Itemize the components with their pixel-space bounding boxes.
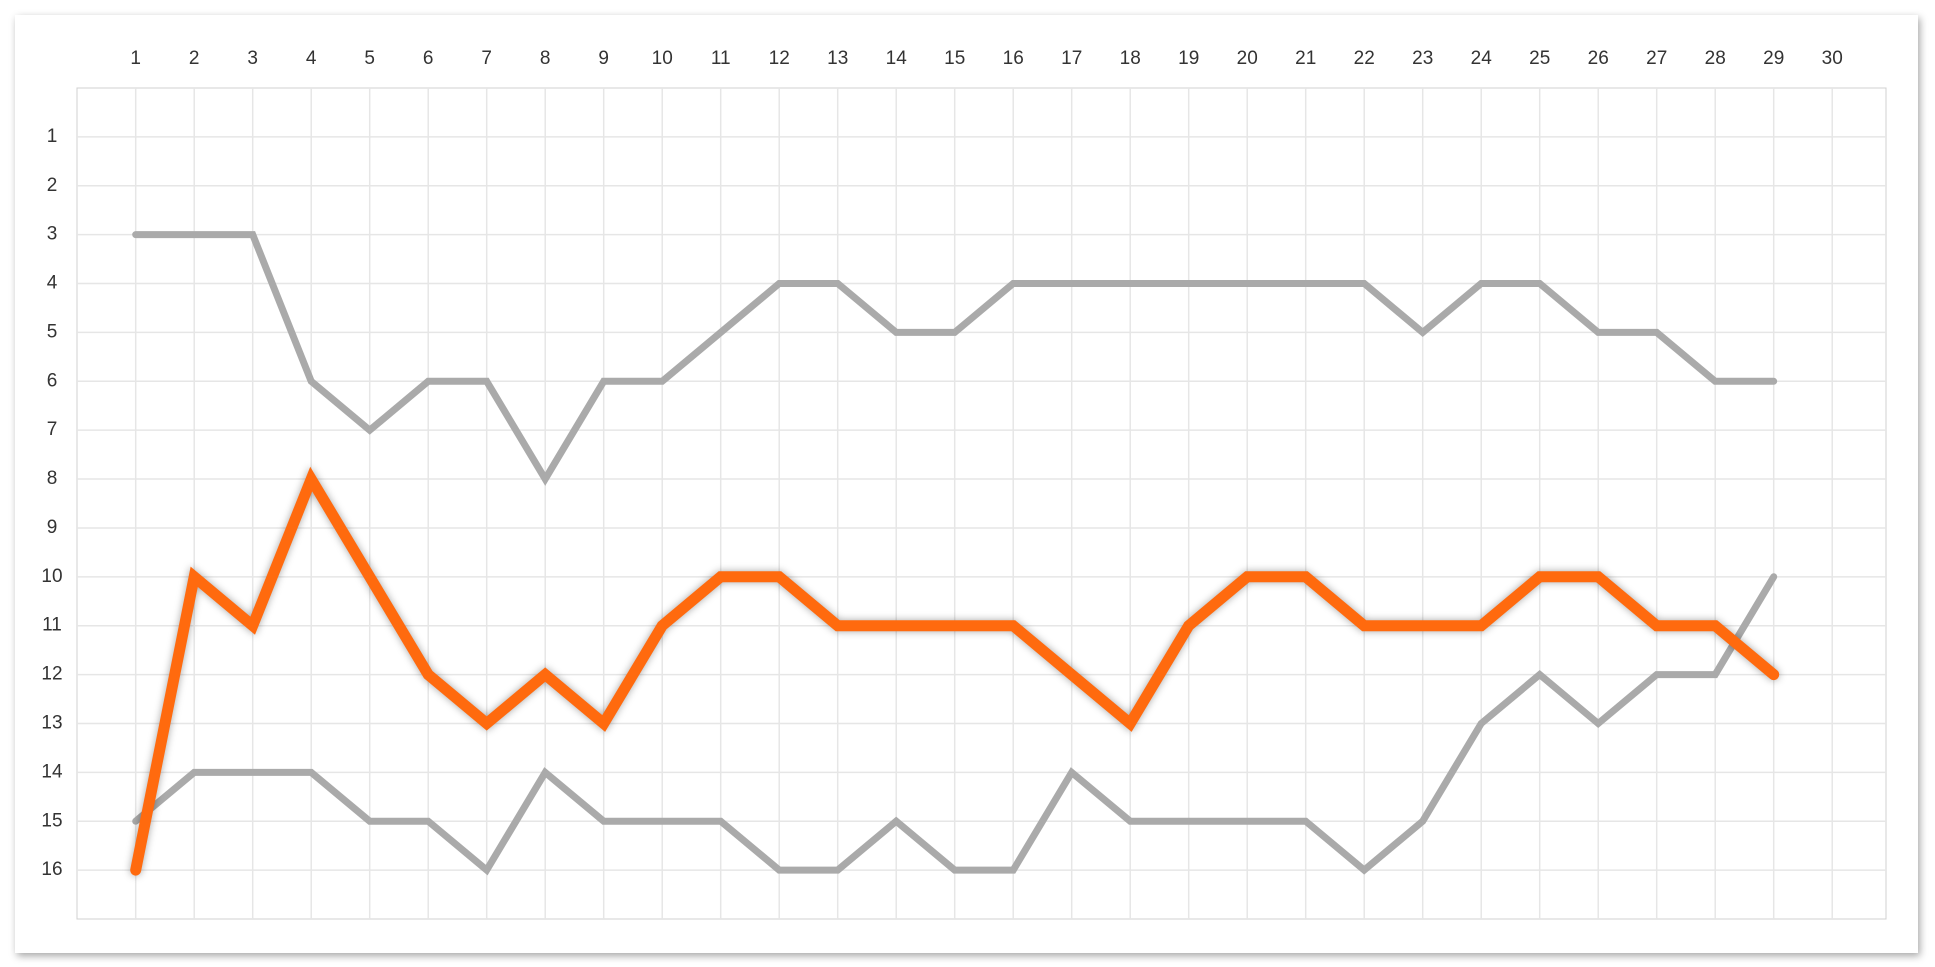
x-tick-label: 16	[1003, 48, 1024, 69]
y-tick-label: 4	[47, 273, 58, 294]
y-tick-label: 16	[41, 859, 62, 880]
x-tick-label: 12	[769, 48, 790, 69]
x-tick-label: 26	[1588, 48, 1609, 69]
x-tick-label: 30	[1822, 48, 1843, 69]
x-tick-label: 15	[944, 48, 965, 69]
y-tick-label: 12	[41, 664, 62, 685]
x-tick-label: 22	[1354, 48, 1375, 69]
plot-area	[76, 87, 1887, 920]
y-tick-label: 13	[41, 712, 62, 733]
y-tick-label: 7	[47, 419, 58, 440]
x-tick-label: 27	[1646, 48, 1667, 69]
x-tick-label: 11	[711, 48, 731, 69]
x-tick-label: 19	[1178, 48, 1199, 69]
x-tick-label: 29	[1763, 48, 1784, 69]
y-tick-label: 9	[47, 517, 58, 538]
y-tick-label: 15	[41, 810, 62, 831]
x-tick-label: 5	[364, 48, 375, 69]
x-tick-label: 8	[540, 48, 551, 69]
y-tick-label: 5	[47, 321, 58, 342]
x-tick-label: 4	[306, 48, 317, 69]
x-tick-label: 24	[1471, 48, 1493, 69]
x-tick-label: 21	[1295, 48, 1316, 69]
x-tick-label: 23	[1412, 48, 1433, 69]
x-tick-label: 9	[598, 48, 609, 69]
x-tick-label: 28	[1705, 48, 1726, 69]
x-tick-label: 1	[130, 48, 141, 69]
y-tick-label: 10	[41, 566, 62, 587]
y-tick-label: 3	[47, 224, 58, 245]
x-tick-label: 7	[481, 48, 492, 69]
y-tick-label: 11	[42, 615, 62, 636]
y-tick-label: 14	[41, 761, 63, 782]
y-tick-label: 2	[47, 175, 58, 196]
x-tick-label: 14	[886, 48, 908, 69]
y-tick-label: 6	[47, 370, 58, 391]
x-tick-label: 17	[1061, 48, 1082, 69]
series-line	[132, 573, 1778, 876]
x-tick-label: 2	[189, 48, 200, 69]
x-tick-label: 20	[1237, 48, 1258, 69]
x-tick-label: 13	[827, 48, 848, 69]
series-line	[132, 231, 1778, 486]
x-tick-label: 25	[1529, 48, 1550, 69]
series-line	[130, 466, 1780, 876]
x-tick-label: 18	[1120, 48, 1141, 69]
x-tick-label: 10	[652, 48, 673, 69]
y-tick-label: 1	[47, 126, 58, 147]
y-tick-label: 8	[47, 468, 58, 489]
x-tick-label: 3	[247, 48, 258, 69]
x-tick-label: 6	[423, 48, 434, 69]
